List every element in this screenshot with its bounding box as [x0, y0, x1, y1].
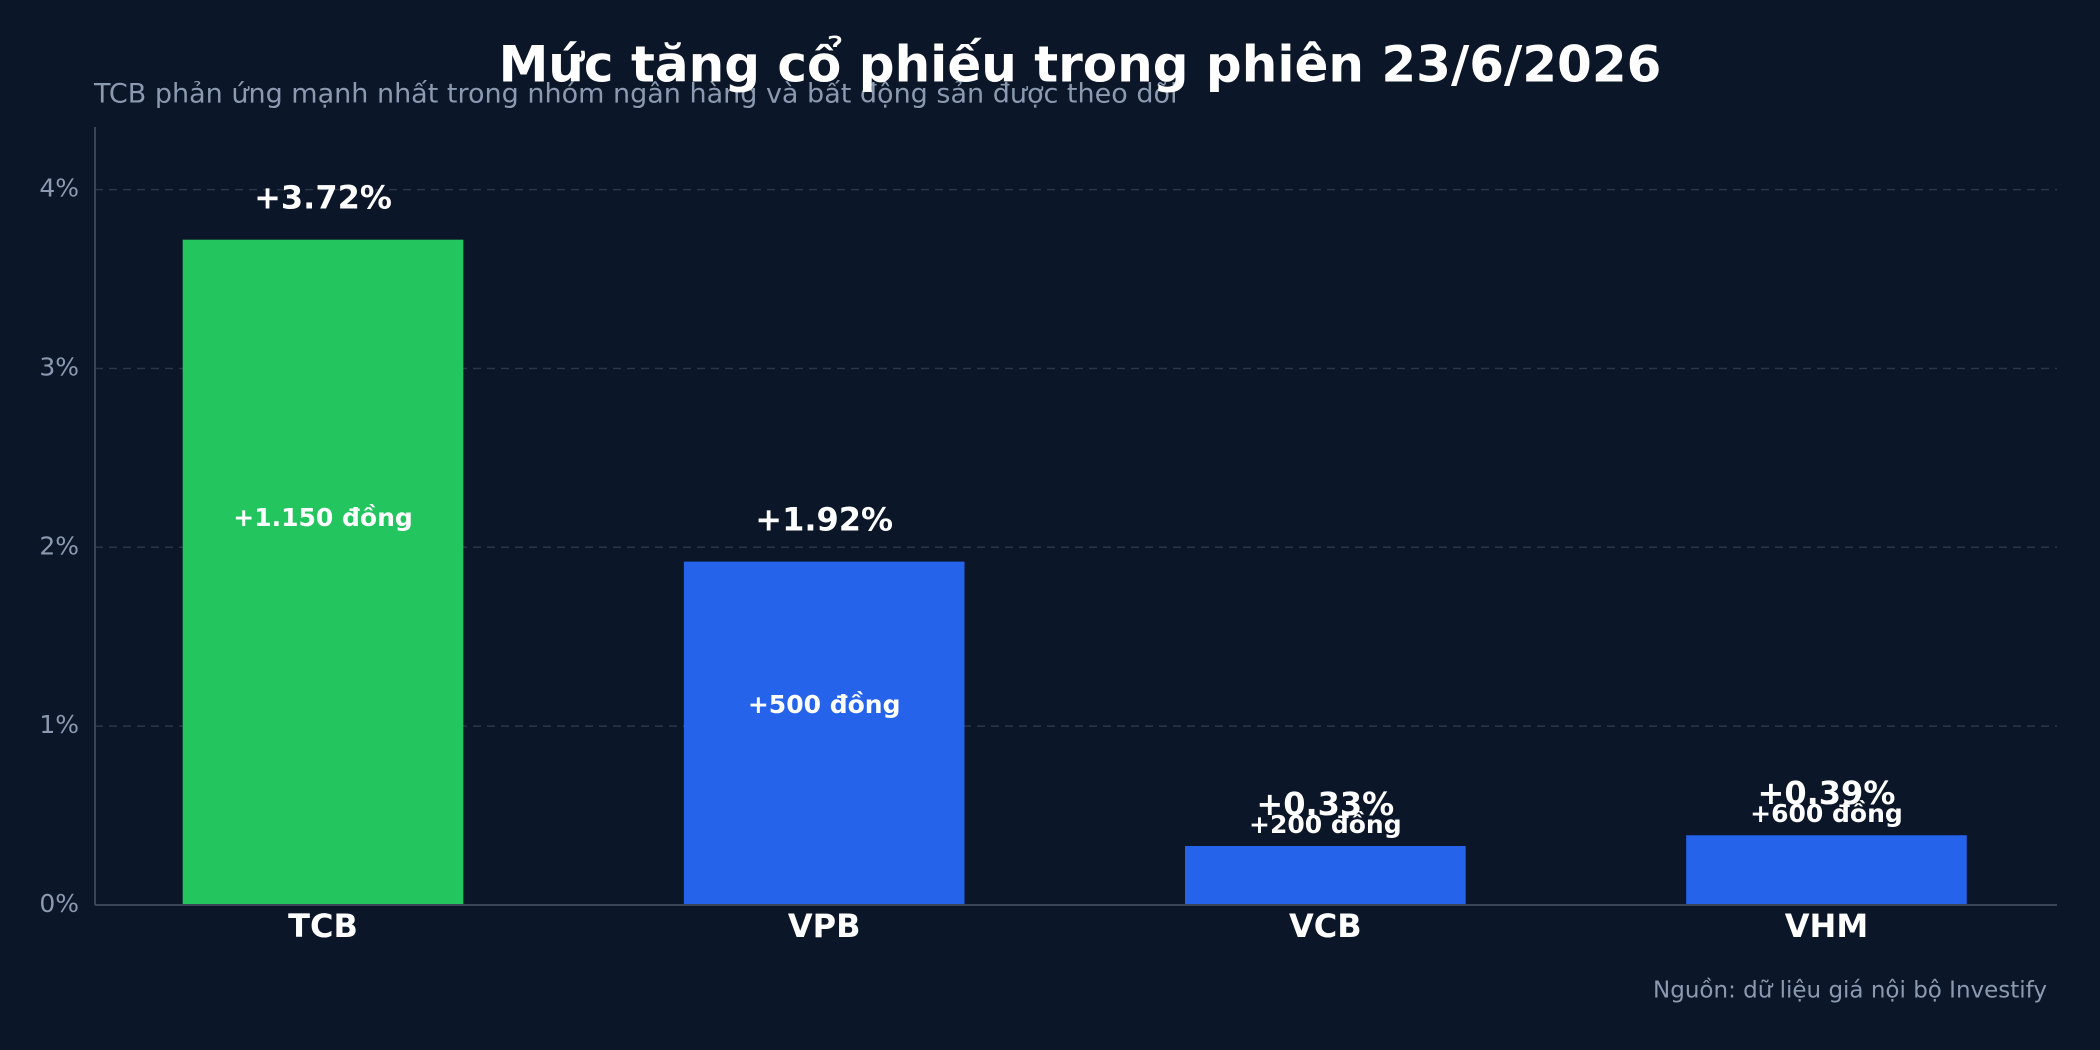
y-tick-label: 4% — [39, 174, 79, 203]
inner-label: +1.150 đồng — [233, 503, 413, 532]
chart-title: Mức tăng cổ phiếu trong phiên 23/6/2026 — [499, 36, 1662, 94]
inner-label: +600 đồng — [1750, 799, 1903, 828]
value-label: +1.92% — [755, 501, 893, 539]
inner-label: +200 đồng — [1249, 810, 1402, 839]
y-tick-label: 1% — [39, 710, 79, 739]
value-label: +3.72% — [254, 179, 392, 217]
chart-subtitle: TCB phản ứng mạnh nhất trong nhóm ngân h… — [93, 79, 1177, 110]
x-tick-label: VCB — [1289, 907, 1362, 945]
bar — [683, 561, 965, 905]
y-tick-label: 3% — [39, 352, 79, 381]
bar — [1185, 845, 1466, 905]
y-tick-label: 2% — [39, 531, 79, 560]
y-tick-label: 0% — [39, 889, 79, 918]
value-label: +0.33% — [1256, 785, 1394, 823]
value-label: +0.39% — [1758, 774, 1896, 812]
bar — [1686, 835, 1967, 905]
x-tick-label: TCB — [288, 907, 358, 945]
x-tick-label: VPB — [788, 907, 861, 945]
bar — [182, 239, 464, 906]
source-note: Nguồn: dữ liệu giá nội bộ Investify — [1653, 978, 2047, 1004]
x-tick-label: VHM — [1785, 907, 1868, 945]
inner-label: +500 đồng — [748, 690, 901, 719]
